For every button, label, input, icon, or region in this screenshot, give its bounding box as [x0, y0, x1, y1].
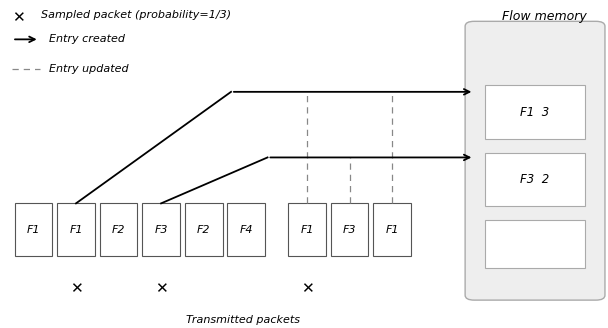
FancyBboxPatch shape [373, 203, 411, 256]
FancyBboxPatch shape [485, 153, 585, 206]
Text: F3: F3 [343, 225, 356, 235]
FancyBboxPatch shape [331, 203, 368, 256]
Text: Entry created: Entry created [49, 34, 125, 44]
Text: F1: F1 [27, 225, 40, 235]
FancyBboxPatch shape [288, 203, 326, 256]
Text: Entry updated: Entry updated [49, 64, 128, 74]
Text: Transmitted packets: Transmitted packets [186, 315, 300, 325]
Text: Sampled packet (probability=1/3): Sampled packet (probability=1/3) [41, 10, 232, 20]
FancyBboxPatch shape [485, 220, 585, 268]
FancyBboxPatch shape [142, 203, 180, 256]
Text: F1: F1 [69, 225, 83, 235]
Text: ✕: ✕ [155, 281, 167, 296]
Text: F1  3: F1 3 [520, 106, 550, 119]
Text: Flow memory: Flow memory [502, 10, 587, 23]
FancyBboxPatch shape [485, 85, 585, 139]
Text: ✕: ✕ [12, 10, 25, 25]
Text: ✕: ✕ [70, 281, 82, 296]
Text: F1: F1 [300, 225, 314, 235]
FancyBboxPatch shape [227, 203, 265, 256]
Text: ✕: ✕ [301, 281, 313, 296]
FancyBboxPatch shape [465, 21, 605, 300]
Text: F3  2: F3 2 [520, 173, 550, 186]
Text: F3: F3 [154, 225, 168, 235]
FancyBboxPatch shape [185, 203, 223, 256]
Text: F1: F1 [385, 225, 399, 235]
Text: F4: F4 [240, 225, 253, 235]
Text: F2: F2 [197, 225, 210, 235]
FancyBboxPatch shape [15, 203, 52, 256]
FancyBboxPatch shape [57, 203, 95, 256]
Text: F2: F2 [112, 225, 125, 235]
FancyBboxPatch shape [100, 203, 137, 256]
